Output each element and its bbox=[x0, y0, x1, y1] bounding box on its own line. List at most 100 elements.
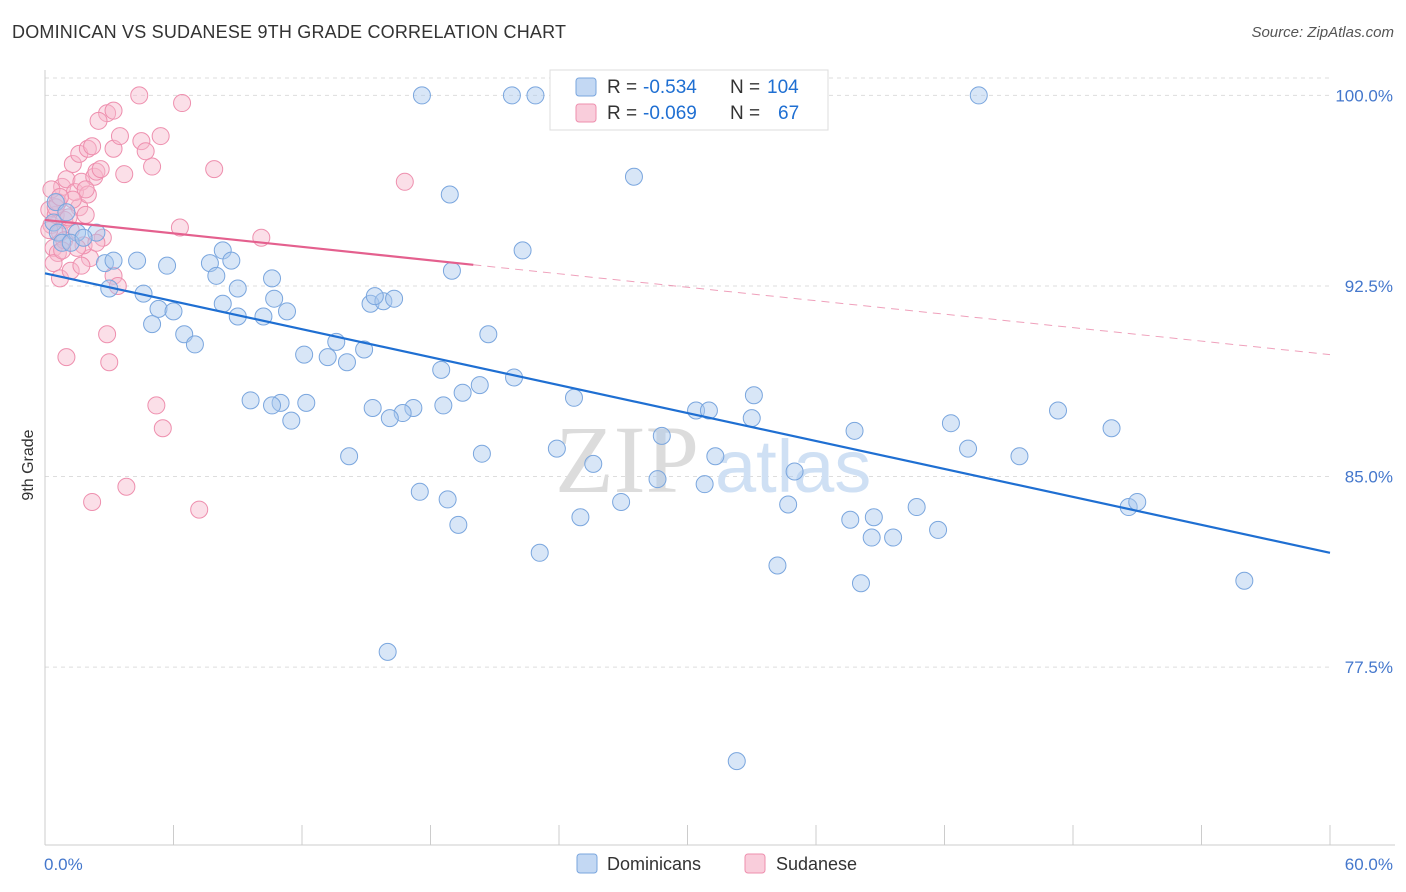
legend-swatch-sudanese bbox=[744, 853, 766, 874]
dominicans-point bbox=[907, 498, 926, 517]
dominicans-point bbox=[779, 495, 798, 514]
dominicans-point bbox=[263, 269, 282, 288]
legend-swatch-sudanese bbox=[575, 103, 597, 123]
watermark: ZIP atlas bbox=[555, 406, 871, 513]
sudanese-point bbox=[83, 137, 102, 156]
dominicans-point bbox=[355, 340, 374, 359]
dominicans-point bbox=[768, 556, 787, 575]
dominicans-point bbox=[648, 470, 667, 489]
dominicans-point bbox=[742, 409, 761, 428]
sudanese-point bbox=[83, 492, 102, 511]
sudanese-point bbox=[151, 127, 170, 146]
chart-title: DOMINICAN VS SUDANESE 9TH GRADE CORRELAT… bbox=[12, 22, 567, 42]
dominicans-point bbox=[378, 642, 397, 661]
axes bbox=[44, 70, 1395, 846]
dominicans-point bbox=[340, 447, 359, 466]
dominicans-point bbox=[841, 510, 860, 529]
dominicans-point bbox=[442, 261, 461, 280]
sudanese-point bbox=[190, 500, 209, 519]
dominicans-point bbox=[158, 256, 177, 275]
legend-n-value: 67 bbox=[778, 103, 799, 124]
dominicans-point bbox=[282, 411, 301, 430]
dominicans-point bbox=[297, 393, 316, 412]
dominicans-point bbox=[365, 287, 384, 306]
dominicans-point bbox=[706, 447, 725, 466]
dominicans-point bbox=[571, 508, 590, 527]
legend-n-label: N = bbox=[730, 77, 760, 98]
dominicans-point bbox=[385, 289, 404, 308]
dominicans-point bbox=[612, 492, 631, 511]
sudanese-point bbox=[91, 160, 110, 179]
dominicans-point bbox=[143, 315, 162, 334]
dominicans-point bbox=[744, 386, 763, 405]
dominicans-point bbox=[453, 383, 472, 402]
sudanese-point bbox=[115, 165, 134, 184]
dominicans-point bbox=[438, 490, 457, 509]
legend-r-value: -0.069 bbox=[643, 103, 697, 124]
legend-n-value: 104 bbox=[767, 77, 799, 98]
dominicans-point bbox=[941, 414, 960, 433]
y-tick-label: 85.0% bbox=[1345, 468, 1393, 487]
dominicans-point bbox=[57, 203, 76, 222]
sudanese-point bbox=[173, 94, 192, 113]
dominicans-point bbox=[128, 251, 147, 270]
y-tick-label: 77.5% bbox=[1345, 658, 1393, 677]
dominicans-point bbox=[164, 302, 183, 321]
dominicans-point bbox=[862, 528, 881, 547]
dominicans-point bbox=[440, 185, 459, 204]
sudanese-point bbox=[63, 155, 82, 174]
dominicans-point bbox=[295, 345, 314, 364]
dominicans-point bbox=[969, 86, 988, 105]
sudanese-point bbox=[136, 142, 155, 161]
dominicans-point bbox=[104, 251, 123, 270]
dominicans-point bbox=[380, 409, 399, 428]
sudanese-point bbox=[147, 396, 166, 415]
dominicans-point bbox=[1235, 571, 1254, 590]
sudanese-point bbox=[395, 172, 414, 191]
dominicans-point bbox=[513, 241, 532, 260]
watermark-atlas: atlas bbox=[715, 425, 871, 508]
dominicans-point bbox=[449, 515, 468, 534]
legend-swatch-dominicans bbox=[576, 853, 598, 874]
sudanese-point bbox=[170, 218, 189, 237]
dominicans-point bbox=[929, 520, 948, 539]
dominicans-point bbox=[564, 388, 583, 407]
sudanese-point bbox=[143, 157, 162, 176]
dominicans-point bbox=[404, 398, 423, 417]
dominicans-point bbox=[363, 398, 382, 417]
sudanese-point bbox=[110, 127, 129, 146]
dominicans-point bbox=[785, 462, 804, 481]
legend-item-sudanese: Sudanese bbox=[776, 854, 857, 874]
dominicans-point bbox=[207, 266, 226, 285]
sudanese-point bbox=[72, 256, 91, 275]
legend-n-label: N = bbox=[730, 103, 760, 124]
y-tick-labels: 77.5% 85.0% 92.5% 100.0% bbox=[1335, 86, 1393, 677]
legend-r-value: -0.534 bbox=[643, 77, 697, 98]
legend-r-label: R = bbox=[607, 77, 637, 98]
dominicans-point bbox=[851, 574, 870, 593]
dominicans-point bbox=[410, 482, 429, 501]
dominicans-point bbox=[263, 396, 282, 415]
trend-lines bbox=[44, 218, 1331, 554]
sudanese-point bbox=[130, 86, 149, 105]
sudanese-point bbox=[57, 170, 76, 189]
sudanese-point bbox=[46, 198, 65, 217]
sudanese-point bbox=[76, 205, 95, 224]
y-tick-label: 92.5% bbox=[1345, 277, 1393, 296]
dominicans-point bbox=[412, 86, 431, 105]
x-tick-label: 0.0% bbox=[44, 855, 83, 874]
dominicans-point bbox=[1010, 447, 1029, 466]
dominicans-point bbox=[74, 228, 93, 247]
sudanese-point bbox=[205, 160, 224, 179]
dominicans-point bbox=[374, 292, 393, 311]
dominicans-point bbox=[526, 86, 545, 105]
dominicans-point bbox=[502, 86, 521, 105]
dominicans-point bbox=[845, 421, 864, 440]
sudanese-point bbox=[132, 132, 151, 151]
dominicans-point bbox=[472, 444, 491, 463]
dominicans-point bbox=[530, 543, 549, 562]
dominicans-point bbox=[479, 325, 498, 344]
sudanese-point bbox=[76, 180, 95, 199]
sudanese-point bbox=[57, 348, 76, 367]
dominicans-point bbox=[727, 752, 746, 771]
